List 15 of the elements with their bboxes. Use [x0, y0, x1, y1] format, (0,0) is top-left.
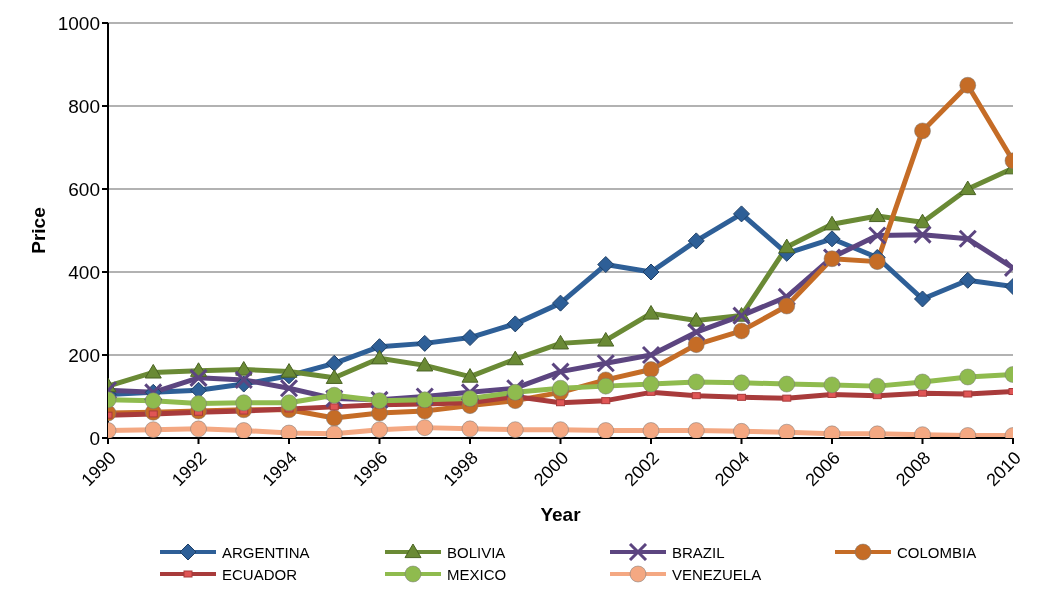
y-tick-label: 0: [89, 427, 100, 449]
y-axis-title: Price: [27, 207, 49, 254]
legend-label: BOLIVIA: [447, 543, 506, 561]
y-tick-label: 1000: [57, 12, 100, 34]
y-tick-label: 400: [68, 261, 100, 283]
y-tick-label: 200: [68, 344, 100, 366]
y-tick-label: 800: [68, 95, 100, 117]
legend-label: ECUADOR: [222, 565, 298, 583]
legend-label: BRAZIL: [672, 543, 725, 561]
x-axis-title: Year: [540, 504, 582, 525]
y-tick-label: 600: [68, 178, 100, 200]
legend-label: COLOMBIA: [897, 543, 977, 561]
legend-label: MEXICO: [447, 565, 507, 583]
legend-label: ARGENTINA: [222, 543, 310, 561]
legend-label: VENEZUELA: [672, 565, 762, 583]
